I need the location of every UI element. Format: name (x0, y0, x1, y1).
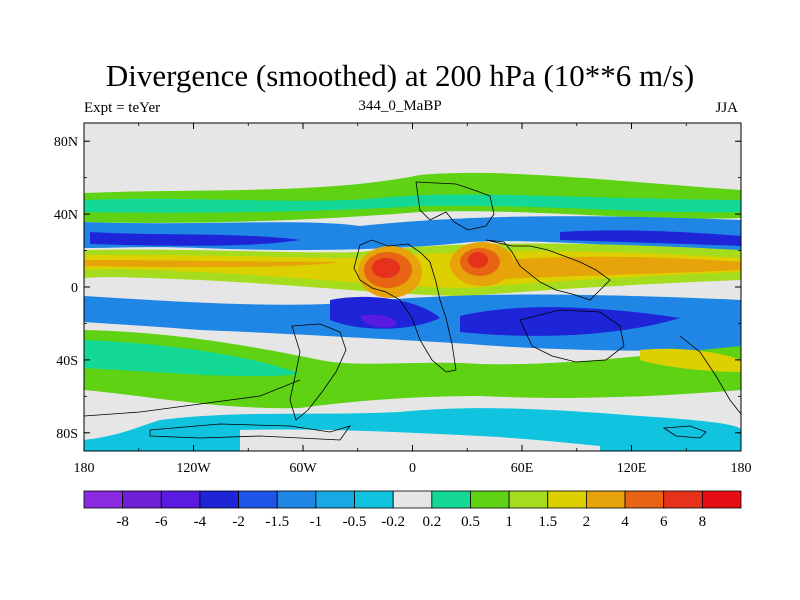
asia-max-core (468, 252, 488, 268)
y-tick-label: 80N (54, 135, 78, 150)
asia-negative-band (560, 230, 741, 246)
colorbar-box (470, 490, 510, 509)
chart-title: Divergence (smoothed) at 200 hPa (10**6 … (105, 58, 695, 93)
colorbar-label: -0.2 (381, 514, 405, 530)
y-tick-label: 40S (56, 354, 78, 369)
east-pacific-coastline (679, 335, 742, 415)
ross-coastline (662, 425, 707, 439)
northern-light-band (84, 194, 741, 213)
colorbar-label: -1.5 (265, 514, 289, 530)
colorbar-box (160, 490, 201, 509)
colorbar-box (122, 490, 162, 509)
colorbar-label: -8 (116, 514, 129, 530)
colorbar-box (354, 490, 394, 509)
colorbar-label: -4 (194, 514, 207, 530)
colorbar-label: 1.5 (538, 514, 557, 530)
colorbar-box (547, 490, 587, 509)
x-tick-label: 60E (511, 461, 534, 476)
x-tick-label: 60W (289, 461, 317, 476)
northern-strong-negative (90, 232, 300, 246)
southern-positive-band (84, 330, 741, 409)
season-label: JJA (715, 100, 738, 116)
africa-coastline (353, 239, 457, 373)
x-tick-label: 0 (409, 461, 416, 476)
colorbar-label: -6 (155, 514, 168, 530)
x-axis: 180 120W 60W 0 60E 120E 180 (74, 123, 752, 476)
southern-ocean-coastline (83, 379, 301, 417)
asia-orange-band (480, 256, 741, 280)
africa-max-core (372, 258, 400, 278)
colorbar-label: 2 (583, 514, 591, 530)
x-tick-label: 120W (176, 461, 211, 476)
colorbar-label: -0.5 (343, 514, 367, 530)
coastlines (83, 181, 742, 441)
y-tick-label: 80S (56, 427, 78, 442)
colorbar-label: 0.5 (461, 514, 480, 530)
y-tick-label: 40N (54, 208, 78, 223)
eurasia-coastline (415, 181, 495, 231)
colorbar-label: -2 (232, 514, 245, 530)
southern-yellow-patch (640, 348, 741, 372)
indian-ocean-negative (460, 307, 680, 336)
south-america-coastline (289, 323, 347, 421)
colorbar-box (508, 490, 549, 509)
colorbar-box (586, 490, 626, 509)
colorbar-box (276, 490, 317, 509)
colorbar-box (238, 490, 278, 509)
colorbar-box (199, 490, 239, 509)
colorbar-label: 8 (699, 514, 707, 530)
colorbar-boxes (83, 490, 742, 509)
y-axis: 80N 40N 0 40S 80S (54, 135, 741, 442)
australia-coastline (519, 309, 625, 363)
y-tick-label: 0 (71, 281, 78, 296)
colorbar-box (624, 490, 665, 509)
colorbar-box (315, 490, 355, 509)
x-tick-label: 180 (74, 461, 95, 476)
asia-coastline (485, 239, 611, 301)
colorbar-labels: -8 -6 -4 -2 -1.5 -1 -0.5 -0.2 0.2 0.5 1 1.5 2 4 6 8 (116, 514, 706, 530)
map-fields (84, 123, 741, 451)
colorbar-label: 1 (505, 514, 513, 530)
x-tick-label: 180 (731, 461, 752, 476)
equatorial-orange-band (84, 260, 340, 268)
colorbar-box (431, 490, 471, 509)
colorbar-box (701, 490, 742, 509)
x-tick-label: 120E (617, 461, 647, 476)
case-label: 344_0_MaBP (358, 98, 442, 114)
colorbar-box (663, 490, 703, 509)
southern-intense-negative (360, 314, 397, 328)
colorbar-box (392, 490, 433, 509)
colorbar-label: 0.2 (422, 514, 441, 530)
experiment-label: Expt = teYer (84, 100, 161, 116)
antarctic-coastline (149, 423, 352, 441)
antarctic-gray-gap (240, 429, 600, 451)
southern-light-band (84, 340, 300, 377)
southern-strong-negative (330, 296, 440, 329)
colorbar-box (83, 490, 124, 509)
colorbar-label: 4 (621, 514, 629, 530)
colorbar-label: -1 (310, 514, 323, 530)
colorbar-label: 6 (660, 514, 668, 530)
